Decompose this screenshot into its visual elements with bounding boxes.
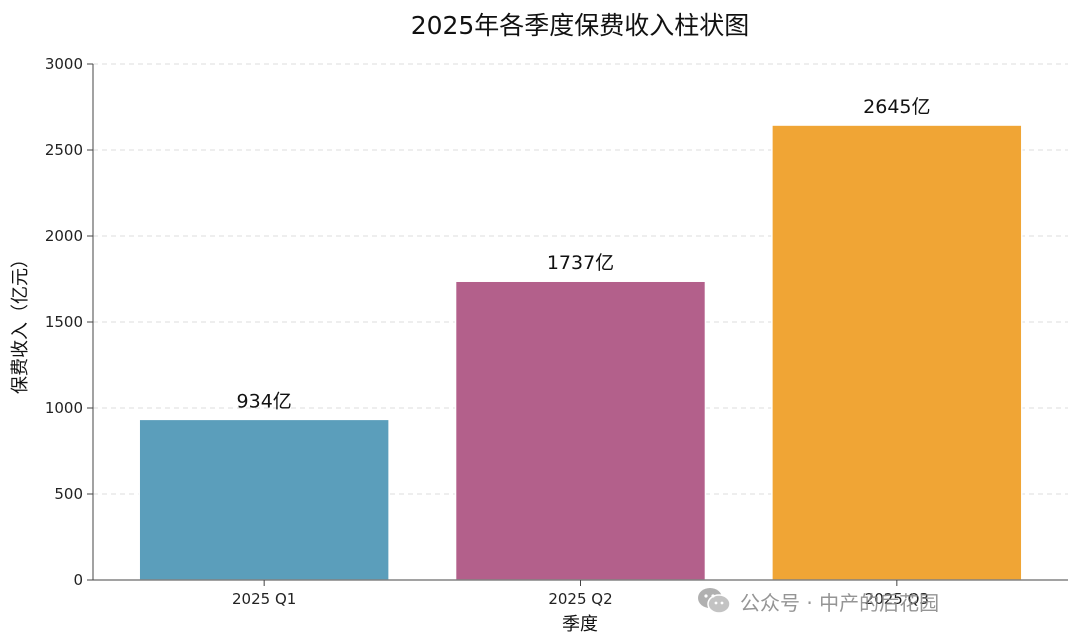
y-tick-label: 2000	[45, 227, 83, 245]
x-tick-label: 2025 Q3	[865, 590, 929, 608]
bar	[771, 124, 1023, 581]
y-tick-label: 2500	[45, 141, 83, 159]
data-label: 934亿	[237, 390, 292, 412]
y-tick-label: 3000	[45, 55, 83, 73]
y-tick-label: 1000	[45, 399, 83, 417]
x-tick-label: 2025 Q2	[548, 590, 612, 608]
bar	[454, 280, 707, 581]
y-tick-label: 500	[54, 485, 83, 503]
data-label: 1737亿	[547, 252, 614, 274]
bar	[138, 418, 390, 581]
chart-title: 2025年各季度保费收入柱状图	[411, 11, 750, 40]
y-tick-label: 1500	[45, 313, 83, 331]
y-tick-label: 0	[73, 571, 83, 589]
x-axis: 2025 Q1 2025 Q2 2025 Q3	[93, 579, 1068, 608]
y-axis: 0 500 1000 1500 2000 2500 3000	[45, 55, 94, 589]
x-axis-label: 季度	[562, 614, 598, 635]
bars: 934亿 1737亿 2645亿	[138, 96, 1023, 581]
y-axis-label: 保费收入（亿元）	[10, 250, 31, 394]
x-tick-label: 2025 Q1	[232, 590, 296, 608]
watermark-text: 公众号 · 中产的后花园	[740, 590, 940, 615]
data-label: 2645亿	[863, 96, 930, 118]
watermark: 公众号 · 中产的后花园	[696, 584, 939, 618]
wechat-icon	[698, 588, 731, 614]
